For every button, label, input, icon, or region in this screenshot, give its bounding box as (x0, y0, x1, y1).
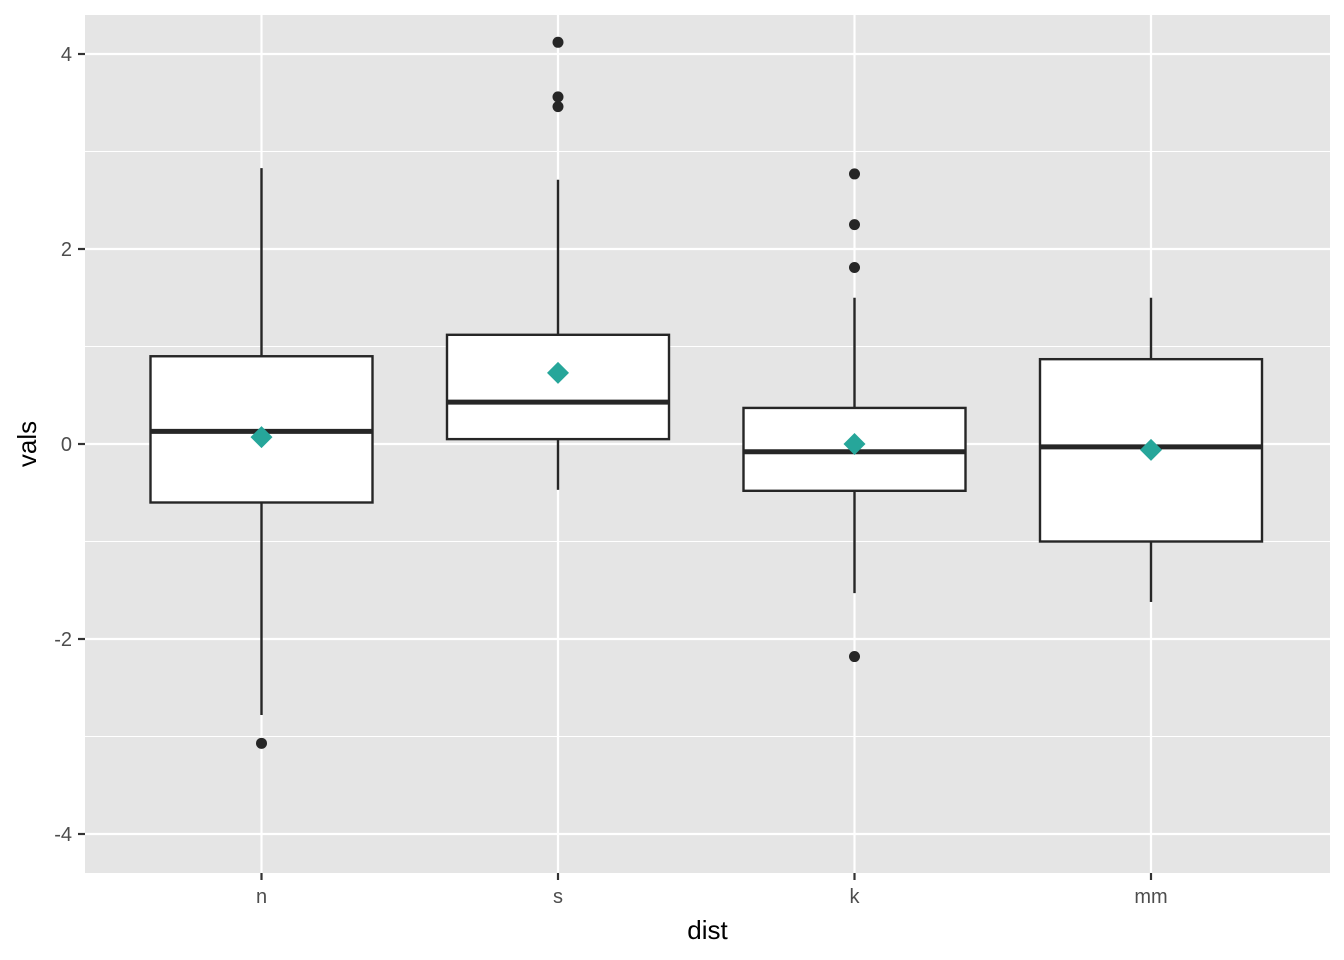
x-tick-label: s (553, 886, 563, 908)
box-k (742, 168, 967, 663)
mean-marker (547, 361, 569, 384)
y-tick-label: -2 (54, 629, 72, 651)
outlier-point (849, 651, 860, 663)
x-axis: n s k mm (256, 873, 1168, 908)
x-tick-label: n (256, 886, 267, 908)
y-axis-title: vals (12, 421, 42, 467)
outlier-point (552, 36, 564, 48)
outlier-point (256, 737, 267, 749)
iqr-box (445, 333, 671, 441)
y-tick-label: 4 (61, 44, 72, 66)
outlier-point (552, 91, 564, 103)
x-axis-title: dist (687, 915, 728, 945)
outlier-point (849, 219, 860, 231)
y-tick-label: 0 (61, 434, 72, 456)
box-n (149, 168, 374, 749)
outlier-point (849, 262, 860, 274)
y-tick-label: -4 (54, 824, 72, 846)
mean-marker (250, 426, 273, 449)
outlier-point (849, 168, 860, 180)
outlier-point (552, 101, 564, 113)
mean-marker (1140, 438, 1162, 461)
y-tick-label: 2 (61, 239, 72, 261)
x-tick-label: mm (1134, 886, 1167, 908)
mean-marker (843, 433, 866, 455)
box-layer (149, 36, 1264, 749)
y-axis: -4 -2 0 2 4 (54, 44, 85, 846)
x-tick-label: k (850, 886, 861, 908)
box-mm (1038, 297, 1264, 602)
box-s (445, 36, 671, 490)
